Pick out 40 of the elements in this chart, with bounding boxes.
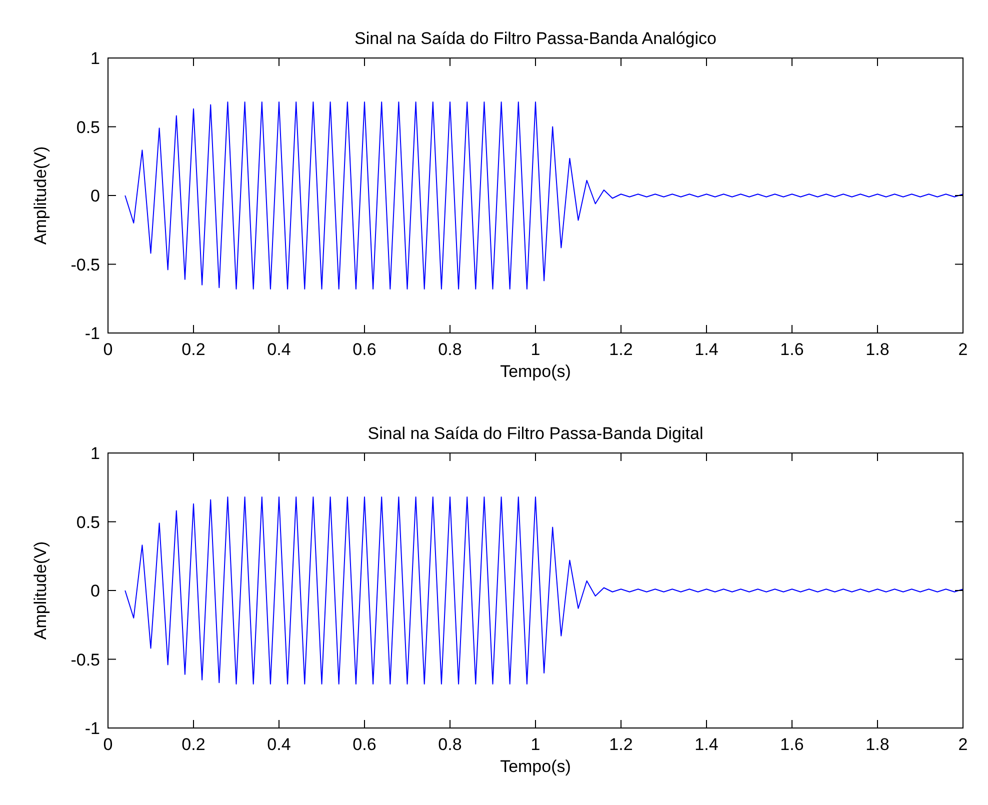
x-tick-label: 1.8: [866, 735, 890, 754]
x-tick-label: 0.2: [182, 735, 206, 754]
y-tick-label: -0.5: [70, 650, 100, 670]
x-tick-label: 1.4: [694, 340, 718, 359]
x-tick-label: 1.6: [780, 340, 804, 359]
x-tick-label: 0: [103, 340, 113, 359]
x-tick-label: 1.8: [866, 340, 890, 359]
y-tick-label: -1: [84, 719, 100, 738]
x-tick-label: 0.8: [438, 735, 462, 754]
y-tick-label: 0: [90, 186, 100, 206]
y-tick-label: -1: [84, 324, 100, 343]
line-series: [124, 102, 964, 290]
line-series: [124, 496, 964, 684]
x-tick-label: 1: [530, 735, 540, 754]
y-tick-label: 0.5: [76, 512, 100, 532]
x-tick-label: 2: [958, 735, 968, 754]
y-tick-label: 1: [90, 444, 100, 463]
chart-title: Sinal na Saída do Filtro Passa-Banda Digital: [368, 424, 704, 443]
x-tick-label: 0.4: [267, 340, 291, 359]
x-tick-label: 0: [103, 735, 113, 754]
x-tick-label: 0.6: [352, 340, 376, 359]
x-tick-label: 0.4: [267, 735, 291, 754]
x-axis-title: Tempo(s): [500, 757, 571, 776]
x-tick-label: 0.8: [438, 340, 462, 359]
y-tick-label: -0.5: [70, 255, 100, 274]
y-axis-title: Amplitude(V): [31, 541, 50, 640]
x-tick-label: 1: [530, 340, 540, 359]
y-tick-label: 1: [90, 49, 100, 68]
y-tick-label: 0.5: [76, 118, 100, 137]
x-tick-label: 0.2: [182, 340, 206, 359]
x-tick-label: 0.6: [352, 735, 376, 754]
y-axis-title: Amplitude(V): [31, 146, 50, 245]
chart-title: Sinal na Saída do Filtro Passa-Banda Analógico: [354, 29, 716, 48]
x-tick-label: 1.6: [780, 735, 804, 754]
x-axis-title: Tempo(s): [500, 362, 571, 381]
x-tick-label: 1.4: [694, 735, 718, 754]
y-tick-label: 0: [90, 582, 100, 600]
x-tick-label: 1.2: [609, 340, 633, 359]
x-tick-label: 2: [958, 340, 968, 359]
x-tick-label: 1.2: [609, 735, 633, 754]
